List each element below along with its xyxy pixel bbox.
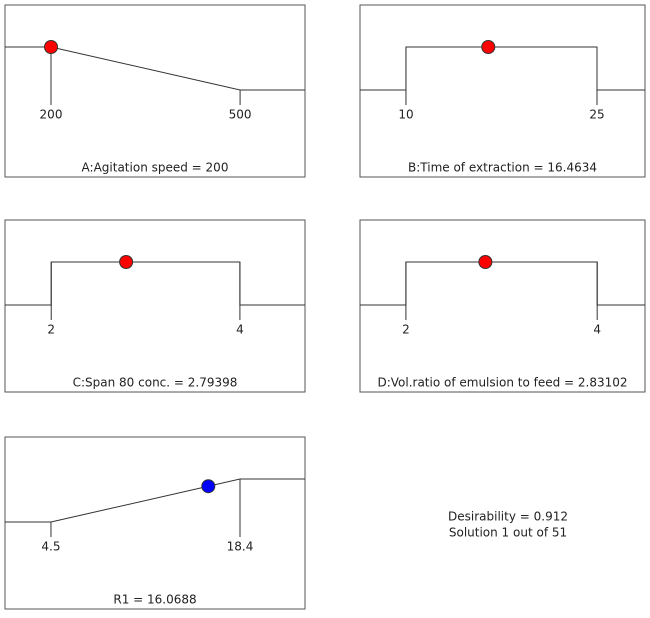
current-point: [119, 255, 134, 269]
x-tick-label: 4.5: [41, 540, 60, 554]
current-point: [481, 40, 496, 54]
x-tick-label: 200: [40, 108, 63, 122]
x-tick-label: 4: [236, 323, 244, 337]
panel: [4, 436, 306, 610]
ramp-line: [360, 46, 645, 91]
panel-caption: C:Span 80 conc. = 2.79398: [73, 376, 238, 390]
panel-caption: R1 = 16.0688: [113, 593, 196, 607]
x-tick-label: 2: [47, 323, 55, 337]
panel: [4, 219, 306, 393]
x-tick-label: 4: [593, 323, 601, 337]
ramp-line: [5, 46, 305, 91]
ramp-line: [5, 261, 305, 306]
current-point: [44, 40, 59, 54]
x-tick-label: 2: [402, 323, 410, 337]
ramp-line: [5, 478, 305, 523]
x-tick-label: 500: [229, 108, 252, 122]
panel: [4, 4, 306, 178]
panel-caption: B:Time of extraction = 16.4634: [408, 161, 597, 175]
x-tick-label: 18.4: [227, 540, 254, 554]
x-tick-label: 25: [589, 108, 604, 122]
x-tick-label: 10: [398, 108, 413, 122]
ramp-line: [360, 261, 645, 306]
panel: [359, 219, 646, 393]
panel-caption: D:Vol.ratio of emulsion to feed = 2.8310…: [377, 376, 627, 390]
panel: [359, 4, 646, 178]
current-point: [478, 255, 493, 269]
panel-caption: A:Agitation speed = 200: [82, 161, 229, 175]
current-point: [201, 479, 216, 494]
desirability: Desirability = 0.912: [448, 510, 568, 524]
solution: Solution 1 out of 51: [449, 526, 567, 540]
